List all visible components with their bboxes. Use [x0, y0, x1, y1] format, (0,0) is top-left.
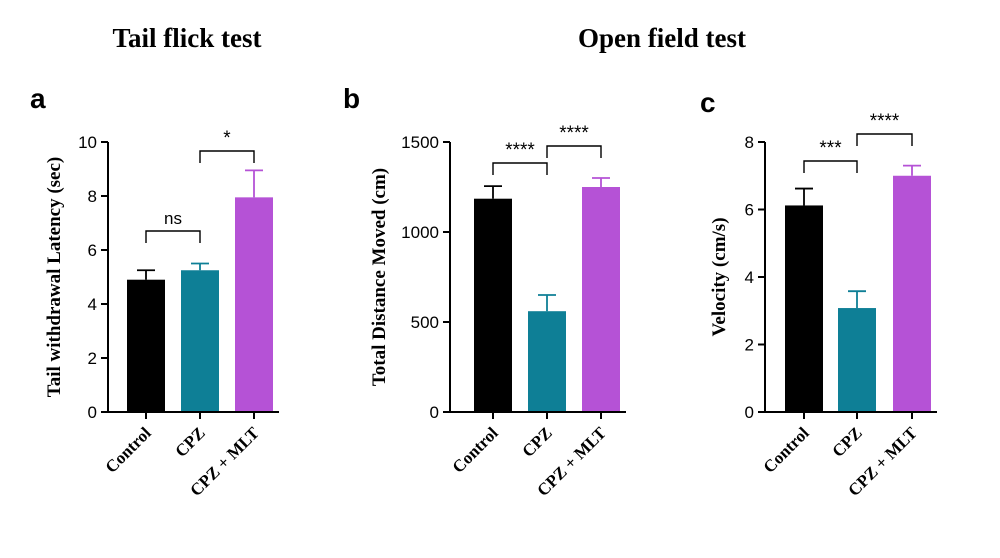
chart-panel-a: a Tail withdrawal Latency (sec) 0 2 4 6 8 10 Con…: [30, 83, 279, 500]
section-title-tail-flick: Tail flick test: [112, 23, 261, 53]
bar-cpz: [528, 311, 566, 412]
significance-label: ns: [164, 209, 182, 228]
significance-bracket: [145, 230, 201, 243]
y-tick-label: 10: [78, 133, 97, 152]
y-tick-label: 0: [430, 403, 439, 422]
y-tick-label: 6: [88, 241, 97, 260]
bar-cpz: [181, 270, 219, 412]
bar-control: [474, 198, 512, 412]
chart-panel-b: b Total Distance Moved (cm) 0 500 1000 1500 Co…: [343, 83, 626, 500]
bar-control: [785, 205, 823, 412]
y-tick-label: 6: [745, 201, 754, 220]
bar-control: [127, 279, 165, 412]
y-tick-label: 0: [745, 403, 754, 422]
panel-letter: c: [700, 87, 716, 118]
x-tick-label: Control: [102, 423, 155, 476]
significance-bracket: [856, 133, 913, 146]
section-title-open-field: Open field test: [578, 23, 746, 53]
y-tick-label: 8: [745, 133, 754, 152]
significance-bracket: [546, 145, 602, 158]
y-tick-label: 4: [88, 295, 97, 314]
significance-label: ****: [559, 123, 589, 144]
significance-bracket: [199, 150, 255, 163]
y-tick-label: 2: [745, 336, 754, 355]
significance-label: ****: [505, 140, 535, 161]
significance-label: *: [223, 128, 231, 149]
y-tick-label: 1000: [401, 223, 439, 242]
x-tick-label: CPZ: [828, 423, 865, 460]
significance-label: ****: [870, 111, 900, 132]
x-tick-label: CPZ: [518, 423, 555, 460]
x-tick-label: Control: [760, 423, 813, 476]
significance-bracket: [492, 162, 548, 175]
y-axis-label: Total Distance Moved (cm): [369, 168, 390, 386]
panel-letter: b: [343, 83, 360, 114]
y-axis-label: Tail withdrawal Latency (sec): [44, 157, 65, 397]
x-tick-label: CPZ: [171, 423, 208, 460]
panel-letter: a: [30, 83, 46, 114]
bar-cpz-mlt: [235, 197, 273, 412]
significance-label: ***: [819, 138, 842, 159]
y-tick-label: 1500: [401, 133, 439, 152]
bar-cpz: [838, 308, 876, 412]
y-tick-label: 8: [88, 187, 97, 206]
y-axis-label: Velocity (cm/s): [709, 217, 730, 336]
y-tick-label: 0: [88, 403, 97, 422]
bar-cpz-mlt: [893, 175, 931, 412]
bar-cpz-mlt: [582, 187, 620, 412]
significance-bracket: [803, 160, 858, 173]
y-tick-label: 500: [411, 313, 439, 332]
y-tick-label: 2: [88, 349, 97, 368]
x-tick-label: Control: [449, 423, 502, 476]
y-tick-label: 4: [745, 268, 754, 287]
